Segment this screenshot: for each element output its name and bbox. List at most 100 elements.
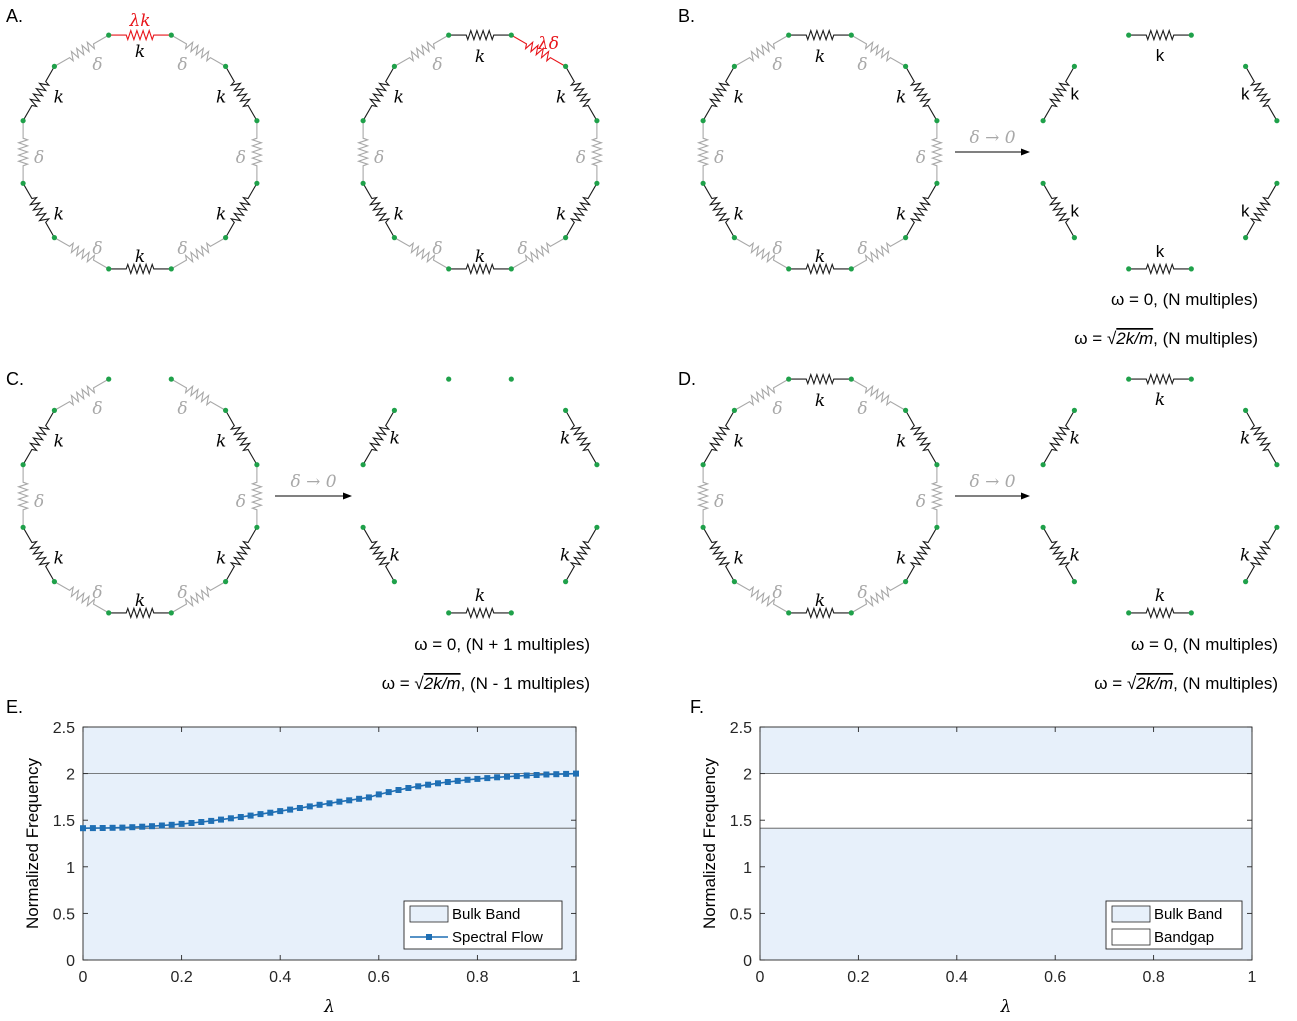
- spring-label: k: [135, 247, 145, 267]
- mass-node: [391, 63, 397, 69]
- mass-node: [508, 266, 514, 272]
- spring-label: k: [1155, 390, 1165, 410]
- frequency-equations: ω = 0, (N + 1 multiples) ω = √2k/m, (N - …: [382, 635, 590, 693]
- spectral-flow-point: [257, 811, 264, 818]
- mass-node: [20, 180, 26, 186]
- spectral-flow-point: [109, 824, 116, 831]
- mass-node: [594, 524, 600, 530]
- chart-f: F. 0 0.2 0.4 0.6 0.8 1 0 0.5 1 1.5 2 2.5 λ Normalized …: [690, 697, 1257, 1017]
- delta-label: δ: [92, 239, 102, 259]
- optical-mode-equation: ω = √2k/m, (N multiples): [1074, 329, 1258, 348]
- axes-frame: [82, 726, 577, 961]
- weak-spring: [696, 464, 710, 528]
- spectral-flow-point: [385, 789, 392, 796]
- y-tick-label: 0.5: [730, 906, 752, 923]
- spring-label: k: [1240, 429, 1250, 449]
- spring-label: k: [815, 591, 825, 611]
- spring-label: k: [54, 432, 64, 452]
- stiff-spring: [1042, 66, 1075, 121]
- spectral-flow-point: [267, 809, 274, 816]
- spectral-flow-point: [573, 770, 579, 777]
- spring-label: k: [734, 548, 744, 568]
- mass-node: [391, 407, 397, 413]
- stiff-spring: [788, 262, 852, 276]
- mass-node: [1188, 32, 1194, 38]
- mass-node: [1188, 266, 1194, 272]
- delta-label: δ: [177, 399, 187, 419]
- spring-label: k: [216, 204, 226, 224]
- weak-spring: [734, 237, 789, 270]
- sqrt-icon: √: [414, 674, 424, 693]
- spectral-flow-point: [218, 816, 224, 823]
- spring-label: k: [560, 429, 570, 449]
- mass-node: [731, 579, 738, 585]
- mass-node: [360, 118, 366, 124]
- stiff-spring: [1245, 66, 1278, 121]
- spring-label: k: [54, 204, 64, 224]
- stiff-spring: [362, 410, 395, 465]
- delta-label: δ: [92, 583, 102, 603]
- mass-node: [903, 63, 909, 69]
- spectral-flow-point: [454, 777, 461, 784]
- weak-spring: [54, 581, 109, 614]
- mass-node: [360, 524, 366, 530]
- y-tick-label: 2: [66, 767, 75, 784]
- delta-label: δ: [34, 148, 44, 168]
- mass-node: [1040, 524, 1046, 530]
- mass-node: [1243, 579, 1249, 585]
- mass-node: [106, 266, 112, 272]
- bandgap-region: [760, 773, 1252, 829]
- spectral-flow-point: [178, 820, 185, 827]
- weak-spring: [171, 34, 226, 67]
- mass-node: [563, 407, 569, 413]
- weak-spring: [394, 237, 449, 270]
- mass-node: [1071, 63, 1077, 69]
- mass-node: [594, 462, 600, 468]
- stiff-spring: [362, 527, 395, 582]
- delta-label: δ: [857, 399, 867, 419]
- spring-label: k: [556, 204, 566, 224]
- chart-e: E. 0 0.2 0.4 0.6 0.8 1 0 0.5 1 1.5 2 2.5 λ Normalized …: [6, 697, 581, 1017]
- mass-node: [786, 376, 792, 382]
- mass-node: [446, 610, 452, 616]
- mass-node: [446, 266, 452, 272]
- y-tick-label: 1: [66, 860, 75, 877]
- optical-mode-equation: ω = √2k/m, (N - 1 multiples): [382, 674, 590, 693]
- stiff-spring: [22, 66, 55, 121]
- mass-node: [168, 610, 174, 616]
- panel-label-a: A.: [6, 6, 23, 26]
- stiff-spring: [905, 527, 938, 582]
- zero-mode-equation: ω = 0, (N + 1 multiples): [414, 635, 590, 654]
- spectral-flow-point: [139, 823, 146, 830]
- spectral-flow-point: [346, 797, 353, 804]
- x-tick-label: 0.4: [946, 969, 968, 986]
- spectral-flow-point: [504, 773, 510, 780]
- spectral-flow-point: [513, 773, 520, 780]
- spring-label: k: [815, 47, 825, 67]
- weak-spring: [54, 34, 109, 67]
- spectral-flow-point: [119, 824, 126, 831]
- stiff-spring: [905, 66, 938, 121]
- mass-node: [1274, 118, 1280, 124]
- limit-arrow: δ → 0: [955, 128, 1030, 156]
- spectral-flow-point: [435, 780, 441, 787]
- delta-label: δ: [916, 148, 926, 168]
- stiff-spring: [225, 66, 258, 121]
- delta-label: δ: [432, 55, 442, 75]
- mass-node: [731, 63, 738, 69]
- mass-node: [563, 579, 569, 585]
- arrow-label: δ → 0: [290, 472, 336, 492]
- spring-label: k: [135, 591, 145, 611]
- spring-label: k: [734, 88, 744, 108]
- weak-spring: [171, 237, 226, 270]
- sqrt-icon: √: [1107, 329, 1117, 348]
- spring-label: k: [560, 545, 570, 565]
- frequency-equations: ω = 0, (N multiples) ω = √2k/m, (N multip…: [1074, 290, 1258, 348]
- limit-arrow: δ → 0: [955, 472, 1030, 500]
- spring-label: k: [815, 391, 825, 411]
- mass-node: [1040, 180, 1046, 186]
- mass-node: [1274, 524, 1280, 530]
- spectral-flow-point: [356, 795, 363, 802]
- spring-label: k: [1070, 545, 1080, 565]
- spectral-flow-point: [415, 783, 422, 790]
